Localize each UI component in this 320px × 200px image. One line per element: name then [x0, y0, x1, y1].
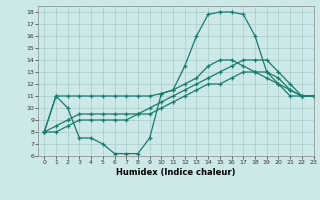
X-axis label: Humidex (Indice chaleur): Humidex (Indice chaleur) — [116, 168, 236, 177]
